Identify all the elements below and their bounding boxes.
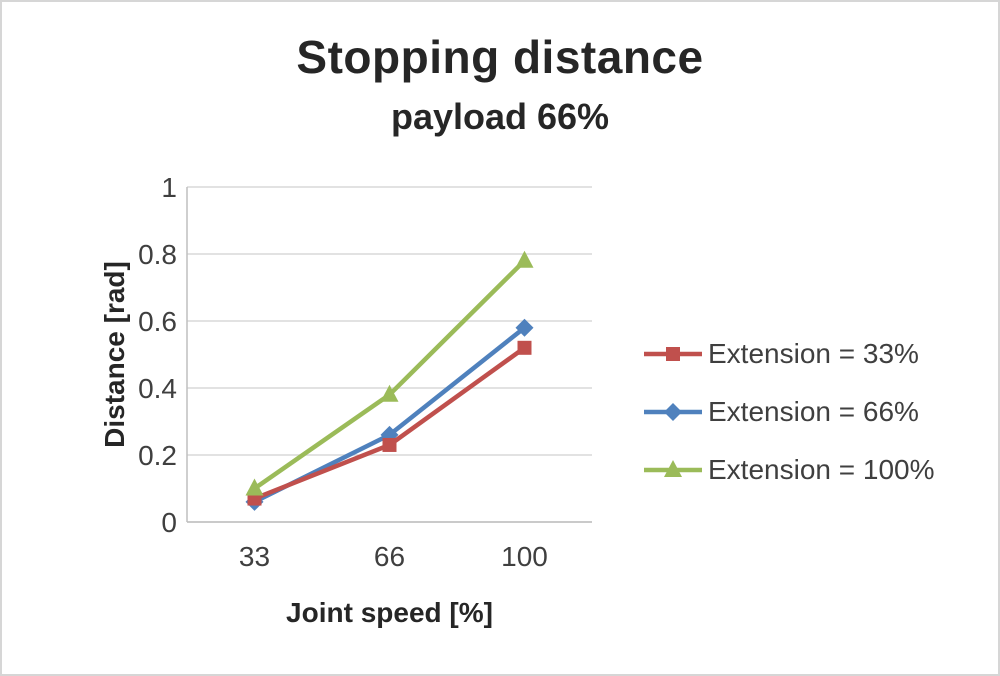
series-line [253, 325, 526, 504]
square-marker-icon [382, 437, 397, 452]
legend-item: Extension = 33% [644, 338, 935, 370]
y-tick-label: 0.4 [138, 373, 177, 404]
chart-title: Stopping distance [296, 31, 704, 83]
chart-subtitle: payload 66% [390, 96, 610, 137]
legend-square-marker-icon [644, 347, 702, 361]
y-tick-label: 0.8 [138, 239, 177, 270]
y-tick-label: 1 [161, 172, 177, 203]
triangle-marker-icon [664, 460, 682, 477]
y-tick-label: 0.2 [138, 440, 177, 471]
legend-item: Extension = 66% [644, 396, 935, 428]
legend-item: Extension = 100% [644, 454, 935, 486]
y-axis-title: Distance [rad] [99, 261, 130, 448]
legend-diamond-marker-icon [644, 403, 702, 421]
x-tick-label: 100 [501, 541, 548, 572]
x-tick-label: 66 [374, 541, 405, 572]
square-marker-icon [666, 347, 680, 361]
plot-area: 0 0.2 0.4 0.6 0.8 1 33 66 100 Joint speed [%] Dist… [99, 172, 592, 628]
diamond-marker-icon [664, 403, 682, 421]
y-tick-label: 0 [161, 507, 177, 538]
legend: Extension = 33% Extension = 66% Extensio… [644, 338, 935, 486]
y-tick-label: 0.6 [138, 306, 177, 337]
legend-label: Extension = 100% [708, 454, 935, 485]
triangle-marker-icon [380, 384, 399, 402]
x-axis-title: Joint speed [%] [286, 597, 493, 628]
legend-triangle-marker-icon [644, 460, 702, 477]
legend-label: Extension = 33% [708, 338, 919, 369]
triangle-marker-icon [245, 478, 264, 496]
triangle-marker-icon [515, 250, 534, 268]
square-marker-icon [517, 340, 532, 355]
x-tick-label: 33 [239, 541, 270, 572]
diamond-marker-icon [515, 318, 534, 337]
series-line [253, 345, 526, 501]
legend-label: Extension = 66% [708, 396, 919, 427]
